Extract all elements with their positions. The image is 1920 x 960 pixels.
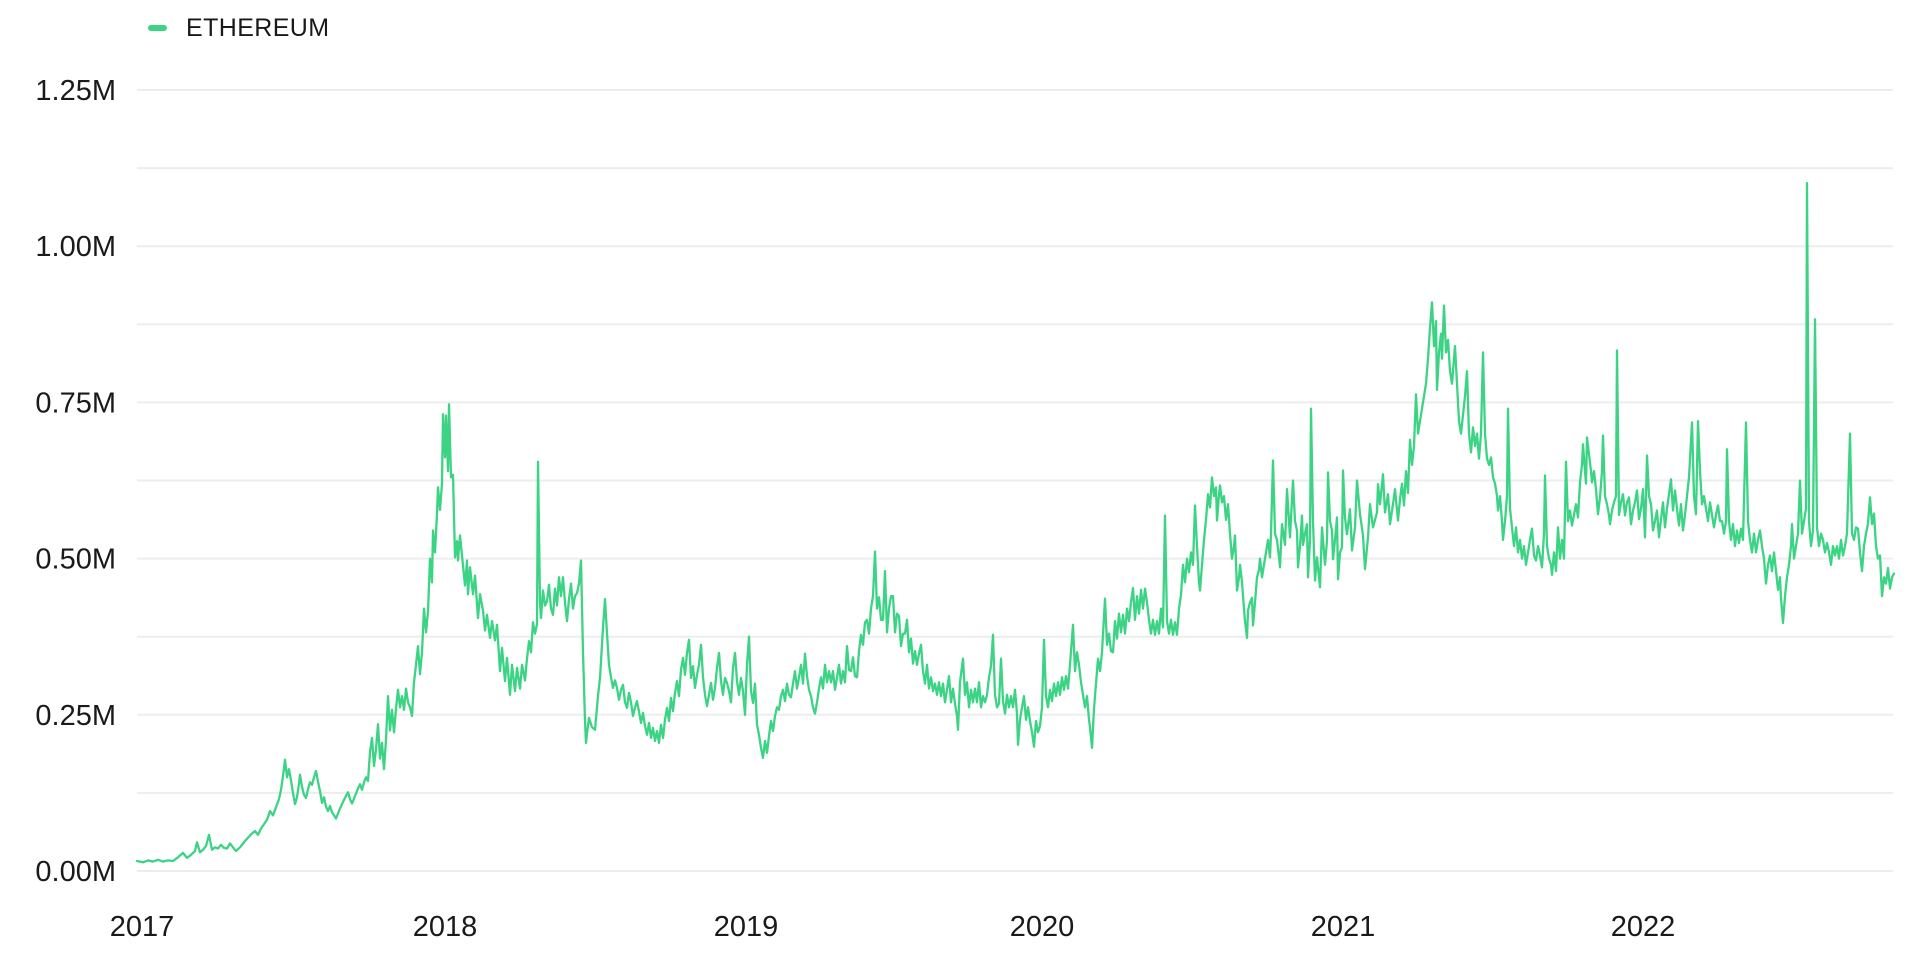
x-axis-tick-label: 2021 xyxy=(1311,911,1376,943)
y-axis-tick-label: 1.25M xyxy=(35,75,116,107)
x-axis-tick-label: 2018 xyxy=(413,911,478,943)
x-axis-tick-label: 2019 xyxy=(714,911,779,943)
x-axis-tick-label: 2017 xyxy=(110,911,175,943)
series-line-ethereum xyxy=(135,181,1896,864)
x-axis-tick-label: 2020 xyxy=(1010,911,1075,943)
y-axis-tick-label: 0.50M xyxy=(35,544,116,576)
legend-item-ethereum[interactable]: ETHEREUM xyxy=(148,13,329,43)
legend-label: ETHEREUM xyxy=(186,14,330,42)
legend-dash-icon xyxy=(148,25,167,31)
x-axis-tick-label: 2022 xyxy=(1611,911,1676,943)
y-axis-tick-label: 1.00M xyxy=(35,231,116,263)
y-axis-tick-label: 0.00M xyxy=(35,856,116,888)
y-axis-tick-label: 0.75M xyxy=(35,387,116,419)
y-axis-tick-label: 0.25M xyxy=(35,700,116,732)
